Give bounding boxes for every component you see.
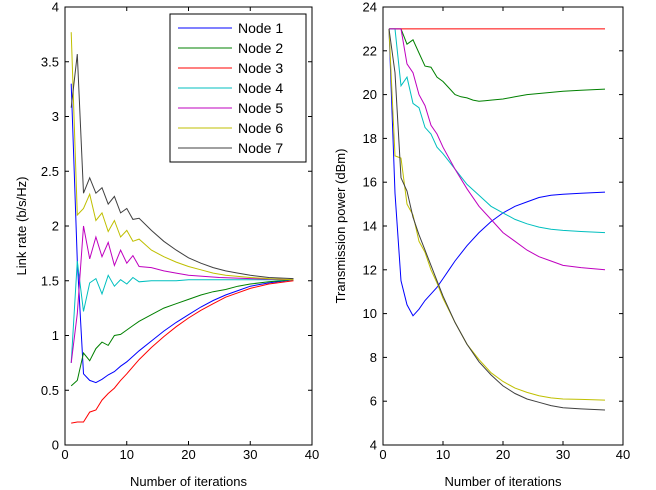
y-tick-label: 12 — [363, 262, 377, 277]
legend-label: Node 2 — [238, 40, 283, 56]
legend-label: Node 4 — [238, 80, 283, 96]
x-axis-label: Number of iterations — [444, 474, 562, 489]
x-tick-label: 40 — [616, 447, 630, 462]
series-line-5 — [70, 225, 294, 363]
y-tick-label: 8 — [370, 350, 377, 365]
legend-label: Node 7 — [238, 140, 283, 156]
legend-label: Node 1 — [238, 20, 283, 36]
x-tick-label: 10 — [120, 447, 134, 462]
legend-label: Node 6 — [238, 120, 283, 136]
y-tick-label: 6 — [370, 394, 377, 409]
y-tick-label: 4 — [370, 438, 377, 453]
series-line-2 — [389, 28, 606, 102]
x-tick-label: 30 — [556, 447, 570, 462]
x-tick-label: 20 — [496, 447, 510, 462]
x-tick-label: 30 — [243, 447, 257, 462]
y-tick-label: 24 — [363, 0, 377, 15]
x-tick-label: 0 — [61, 447, 68, 462]
series-line-1 — [70, 83, 294, 384]
x-tick-label: 10 — [436, 447, 450, 462]
series-line-6 — [388, 28, 606, 401]
x-tick-label: 20 — [181, 447, 195, 462]
y-axis-label: Link rate (b/s/Hz) — [14, 177, 29, 276]
series-line-1 — [388, 28, 606, 317]
legend-label: Node 3 — [238, 60, 283, 76]
series-line-2 — [70, 279, 294, 387]
y-tick-label: 18 — [363, 131, 377, 146]
y-tick-label: 10 — [363, 306, 377, 321]
x-tick-label: 40 — [305, 447, 319, 462]
y-tick-label: 2.5 — [41, 164, 59, 179]
series-line-7 — [388, 28, 606, 411]
plot-frame — [382, 6, 624, 446]
series-line-3 — [71, 280, 294, 424]
y-tick-label: 1 — [52, 328, 59, 343]
x-axis-label: Number of iterations — [130, 474, 248, 489]
series-line-4 — [70, 260, 294, 363]
y-axis-label: Transmission power (dBm) — [333, 149, 348, 304]
y-tick-label: 0.5 — [41, 383, 59, 398]
chart-2: 0 10 20 30 40 4 6 8 10 12 14 16 18 20 22 24 Number of it… — [333, 0, 630, 489]
series-line-6 — [70, 32, 294, 281]
chart-1: 0 10 20 30 40 0 0.5 1 1.5 2 2.5 3 3.5 4 Number of iter… — [14, 0, 319, 489]
y-tick-label: 14 — [363, 219, 377, 234]
series-line-5 — [389, 28, 606, 271]
legend-label: Node 5 — [238, 100, 283, 116]
y-tick-label: 0 — [52, 438, 59, 453]
y-tick-label: 3.5 — [41, 54, 59, 69]
y-tick-label: 1.5 — [41, 273, 59, 288]
y-tick-label: 3 — [52, 109, 59, 124]
y-tick-label: 2 — [52, 219, 59, 234]
series-line-4 — [389, 28, 606, 234]
y-tick-label: 4 — [52, 0, 59, 15]
x-tick-label: 0 — [379, 447, 386, 462]
y-tick-label: 16 — [363, 175, 377, 190]
series-line-7 — [70, 54, 294, 280]
y-tick-label: 22 — [363, 43, 377, 58]
y-tick-label: 20 — [363, 87, 377, 102]
